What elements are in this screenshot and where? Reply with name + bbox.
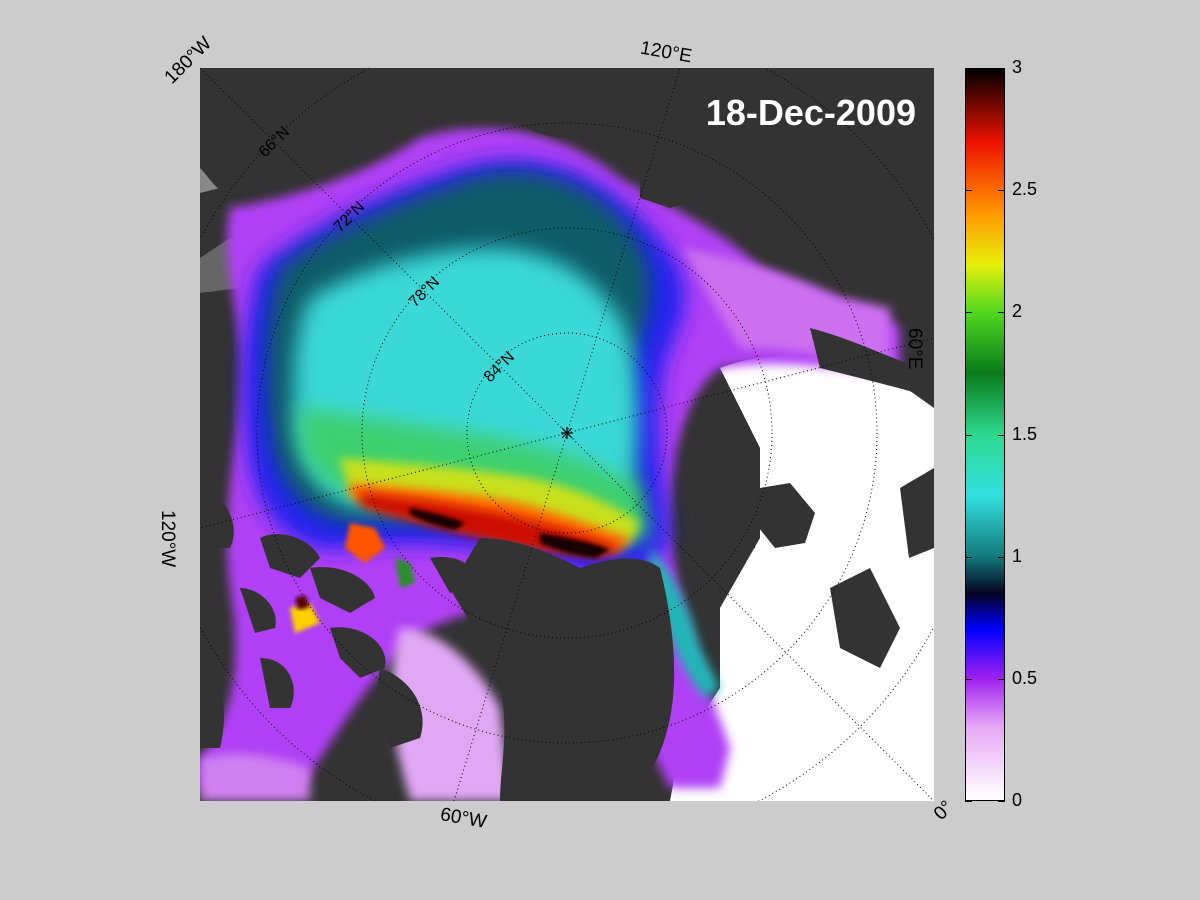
ice-thickness-field: [200, 128, 900, 801]
colorbar-tick-mark: [965, 68, 972, 69]
colorbar-tick-mark: [998, 556, 1005, 558]
date-title: 18-Dec-2009: [705, 92, 916, 133]
colorbar-tick-label: 1: [1012, 545, 1023, 566]
colorbar-tick-mark: [998, 801, 1005, 802]
land-masses: [200, 68, 934, 801]
colorbar-tick-label: 0.5: [1012, 667, 1038, 688]
island: [700, 478, 760, 563]
open-water: [670, 355, 934, 801]
colorbar-tick-mark: [965, 312, 972, 314]
colorbar-tick-label: 0: [1012, 790, 1023, 810]
colorbar-tick-mark: [965, 801, 972, 802]
colorbar-tick-mark: [965, 556, 972, 558]
colorbar-tick-label: 3: [1012, 57, 1023, 77]
lon-label-0: 0°: [929, 796, 958, 825]
lon-label-120w: 120°W: [157, 510, 178, 568]
lon-label-60w: 60°W: [438, 804, 489, 833]
colorbar-tick-mark: [998, 434, 1005, 436]
colorbar-tick-mark: [998, 190, 1005, 192]
arctic-map: 66°N 72°N 78°N 84°N: [200, 68, 934, 801]
colorbar-tick-mark: [965, 190, 972, 192]
colorbar-tick-mark: [965, 678, 972, 680]
colorbar-tick-label: 2: [1012, 301, 1023, 322]
colorbar-tick-label: 2.5: [1012, 179, 1038, 200]
colorbar-tick-mark: [998, 678, 1005, 680]
lon-label-120e: 120°E: [638, 37, 694, 68]
colorbar-tick-mark: [998, 68, 1005, 69]
north-pole-marker: [561, 427, 573, 439]
colorbar-tick-mark: [965, 434, 972, 436]
colorbar-tick-label: 1.5: [1012, 423, 1038, 444]
lon-label-60e: 60°E: [904, 328, 925, 370]
colorbar-tick-mark: [998, 312, 1005, 314]
graticule: [200, 68, 934, 801]
map-panel: 66°N 72°N 78°N 84°N 18-Dec-2009: [200, 68, 934, 801]
